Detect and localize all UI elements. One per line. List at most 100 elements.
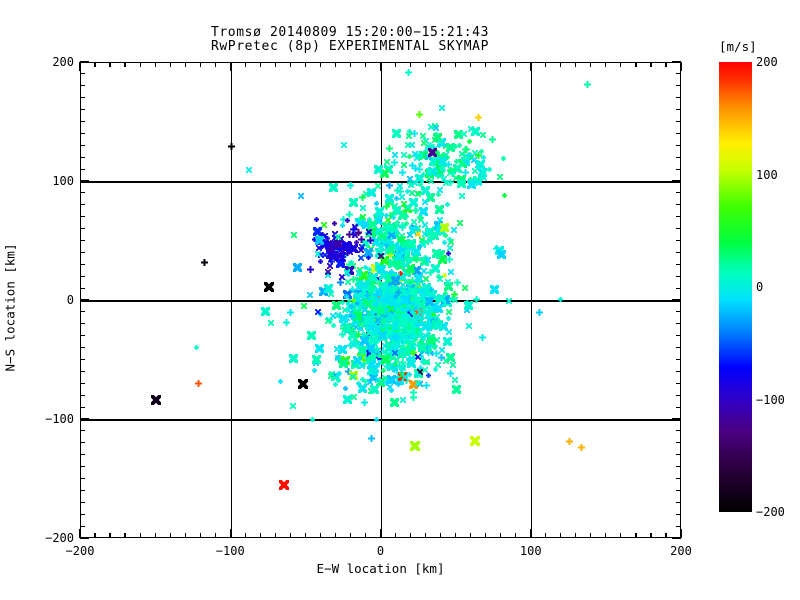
scatter-point-x (332, 234, 339, 241)
scatter-point-x (384, 216, 391, 223)
scatter-point-x (300, 302, 307, 309)
scatter-point-x (320, 221, 327, 228)
scatter-point-x (401, 373, 408, 380)
scatter-point-plus (355, 321, 361, 327)
scatter-point-x (447, 170, 454, 177)
x-tick (304, 62, 306, 67)
scatter-point-x (368, 246, 375, 253)
x-tick (620, 62, 622, 67)
scatter-point-x (350, 360, 357, 367)
scatter-point-x (385, 341, 392, 348)
scatter-point-x (395, 308, 405, 318)
scatter-point-x (350, 316, 360, 326)
scatter-point-plus (386, 321, 392, 327)
scatter-point-plus (277, 378, 283, 384)
scatter-point-x (378, 308, 388, 318)
scatter-point-plus (422, 255, 428, 261)
scatter-point-plus (417, 287, 423, 293)
scatter-point-plus (408, 292, 414, 298)
scatter-point-plus (391, 325, 397, 331)
scatter-point-plus (406, 321, 412, 327)
scatter-point-plus (425, 145, 431, 151)
scatter-point-plus (387, 303, 393, 309)
scatter-point-x (357, 345, 367, 355)
scatter-point-plus (395, 338, 403, 346)
scatter-point-plus (417, 333, 425, 341)
colorbar-gradient (719, 62, 752, 512)
scatter-point-x (421, 321, 431, 331)
y-tick (676, 120, 681, 123)
scatter-point-x (403, 288, 410, 295)
scatter-point-plus (395, 325, 403, 333)
x-tick-label: −200 (65, 544, 95, 558)
scatter-point-plus (432, 323, 440, 331)
scatter-point-plus (368, 349, 376, 357)
scatter-point-x (355, 277, 365, 287)
scatter-point-x (412, 150, 419, 157)
scatter-point-x (411, 312, 418, 319)
scatter-point-x (409, 301, 416, 308)
scatter-point-x (348, 370, 358, 380)
scatter-point-x (445, 142, 455, 152)
scatter-point-x (471, 149, 478, 156)
scatter-point-plus (431, 223, 439, 231)
scatter-point-plus (385, 375, 393, 383)
scatter-point-plus (417, 175, 423, 181)
scatter-point-x (403, 318, 410, 325)
scatter-point-plus (423, 382, 431, 390)
x-tick (455, 62, 457, 67)
scatter-point-plus (383, 202, 391, 210)
scatter-point-plus (360, 360, 368, 368)
scatter-point-plus (363, 316, 371, 324)
scatter-point-plus (357, 235, 365, 243)
scatter-point-x (474, 162, 481, 169)
scatter-point-x (442, 337, 452, 347)
scatter-point-plus (415, 165, 423, 173)
scatter-point-plus (411, 165, 419, 173)
scatter-point-x (392, 290, 402, 300)
colorbar-tick-label: −100 (756, 392, 785, 407)
scatter-point-x (316, 245, 323, 251)
scatter-point-x (434, 225, 441, 232)
scatter-point-x (361, 292, 368, 299)
scatter-point-plus (426, 237, 432, 243)
scatter-point-x (417, 288, 424, 295)
scatter-point-x (388, 222, 395, 229)
scatter-point-x (363, 318, 373, 328)
scatter-point-x (364, 231, 371, 238)
scatter-point-plus (405, 334, 413, 342)
scatter-point-x (420, 185, 430, 195)
scatter-point-plus (386, 144, 394, 152)
scatter-point-x (408, 314, 418, 324)
scatter-point-plus (395, 288, 402, 296)
y-tick (676, 370, 681, 372)
x-tick (545, 533, 547, 538)
scatter-point-plus (382, 379, 390, 387)
x-tick (485, 62, 487, 67)
plot-area[interactable] (80, 62, 681, 538)
scatter-point-plus (375, 294, 381, 300)
y-tick (676, 394, 681, 396)
scatter-point-x (382, 297, 392, 307)
scatter-point-x (384, 240, 394, 250)
scatter-point-x (437, 173, 443, 180)
scatter-point-plus (395, 339, 401, 345)
y-tick (676, 192, 681, 194)
scatter-point-plus (414, 308, 422, 316)
scatter-point-plus (374, 312, 380, 318)
scatter-point-x (406, 232, 413, 239)
scatter-point-plus (382, 234, 388, 240)
scatter-point-plus (417, 277, 423, 283)
scatter-point-plus (283, 318, 291, 326)
scatter-point-x (431, 318, 438, 325)
scatter-point-x (349, 373, 356, 380)
scatter-point-x (405, 310, 415, 320)
scatter-point-plus (396, 350, 404, 358)
scatter-point-x (355, 269, 362, 276)
scatter-point-plus (367, 348, 375, 356)
x-tick (530, 62, 532, 71)
scatter-point-plus (408, 279, 414, 285)
scatter-point-x (371, 237, 381, 247)
scatter-point-x (415, 380, 422, 387)
scatter-point-x (426, 167, 433, 174)
